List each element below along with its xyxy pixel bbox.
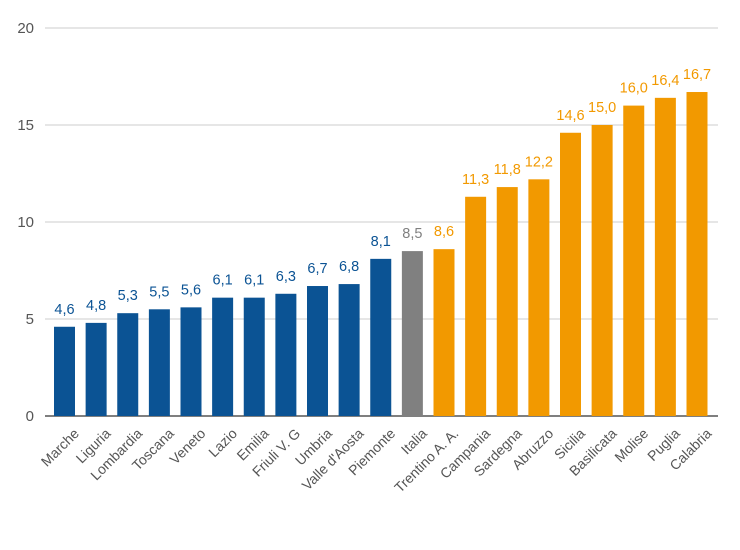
bar-liguria [85,322,107,416]
x-tick-label: Marche [38,425,82,469]
data-label: 5,5 [149,284,169,300]
bars [54,92,708,417]
y-tick-label: 20 [17,20,34,37]
bar-emilia [243,297,265,416]
bar-marche [54,326,75,416]
data-label: 8,6 [434,224,454,240]
bar-valle-d-aosta [338,284,360,416]
data-label: 6,1 [244,273,264,289]
bar-sardegna [496,187,518,416]
data-label: 6,7 [307,261,327,277]
data-label: 4,6 [54,302,74,318]
y-tick-label: 5 [26,311,34,328]
data-label: 15,0 [588,100,616,116]
data-label: 16,4 [651,73,679,89]
data-label: 5,3 [118,288,138,304]
bar-umbria [307,286,328,416]
bar-lazio [212,297,234,416]
bar-piemonte [370,258,392,416]
x-tick-label: Molise [611,425,651,465]
bar-lombardia [117,313,139,416]
bar-puglia [654,97,676,416]
y-tick-label: 0 [26,408,34,425]
data-label: 14,6 [556,108,584,124]
y-tick-label: 15 [17,117,34,134]
data-label: 16,7 [683,67,711,83]
y-axis-ticks: 0 5 10 15 20 [17,20,34,425]
bar-friuli-v-g [275,293,297,416]
data-label: 6,8 [339,259,359,275]
bar-calabria [686,92,708,417]
data-label: 8,5 [402,226,422,242]
bar-italia [401,251,423,416]
x-axis-ticks: MarcheLiguriaLombardiaToscanaVenetoLazio… [38,425,715,496]
bar-abruzzo [528,179,550,416]
bar-basilicata [591,125,613,416]
y-tick-label: 10 [17,214,34,231]
data-label: 4,8 [86,298,106,314]
data-label: 11,8 [494,162,521,178]
x-tick-label: Veneto [166,425,208,467]
data-label: 11,3 [462,172,489,188]
bar-toscana [148,309,170,416]
data-label: 5,6 [181,282,201,298]
data-label: 6,1 [213,273,233,289]
bar-molise [623,105,645,416]
bar-sicilia [560,132,581,416]
bar-trentino-a-a [433,249,455,416]
data-label: 16,0 [620,81,648,97]
data-label: 6,3 [276,269,296,285]
bar-campania [465,196,487,416]
data-label: 12,2 [525,154,553,170]
bar-veneto [180,307,202,416]
data-labels: 4,6 4,8 5,3 5,5 5,6 6,1 6,1 6,3 6,7 6,8 8,1 8,5 8,6 1… [54,67,711,318]
data-label: 8,1 [371,234,391,250]
